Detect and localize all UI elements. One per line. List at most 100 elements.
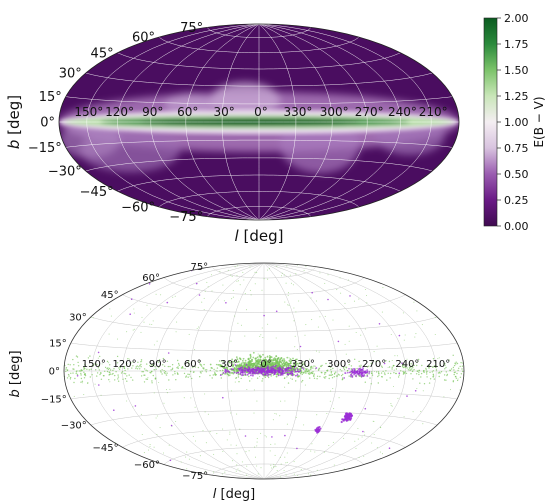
scatter-point — [355, 375, 358, 378]
scatter-point — [274, 412, 276, 415]
scatter-point — [297, 475, 299, 477]
scatter-point — [292, 284, 294, 286]
scatter-point — [373, 420, 375, 423]
scatter-point — [262, 353, 264, 356]
scatter-point — [335, 371, 337, 373]
scatter-point — [136, 368, 139, 370]
scatter-point — [289, 358, 292, 361]
scatter-point — [135, 367, 137, 370]
scatter-point — [351, 372, 353, 374]
top-y-axis-label: b [deg] — [5, 95, 23, 149]
scatter-point — [381, 366, 383, 368]
scatter-point — [183, 397, 185, 399]
colorbar-gradient — [483, 17, 498, 227]
scatter-point — [254, 456, 257, 458]
scatter-point — [194, 366, 197, 368]
scatter-point — [285, 282, 287, 284]
scatter-point — [391, 366, 393, 368]
scatter-point — [364, 434, 366, 436]
scatter-point — [244, 435, 247, 437]
scatter-point — [289, 370, 292, 373]
scatter-point — [210, 274, 213, 276]
scatter-point — [255, 361, 257, 364]
scatter-point — [364, 381, 366, 383]
scatter-point — [281, 272, 283, 274]
scatter-point — [176, 372, 179, 374]
scatter-point — [256, 368, 258, 371]
scatter-point — [416, 364, 418, 367]
scatter-point — [220, 365, 223, 368]
scatter-point — [222, 428, 224, 430]
scatter-point — [347, 371, 349, 374]
scatter-point — [288, 363, 291, 365]
scatter-point — [236, 275, 238, 277]
scatter-point — [257, 473, 259, 475]
scatter-point — [76, 375, 79, 377]
scatter-point — [326, 412, 328, 415]
scatter-point — [94, 383, 96, 385]
scatter-point — [401, 362, 403, 365]
scatter-point — [76, 373, 79, 376]
scatter-point — [187, 376, 189, 378]
scatter-point — [290, 360, 293, 363]
scatter-point — [348, 371, 351, 374]
latitude-tick-label: 45° — [101, 290, 119, 301]
scatter-point — [312, 367, 314, 369]
scatter-point — [263, 314, 265, 317]
scatter-point — [283, 274, 285, 276]
scatter-point — [387, 366, 389, 368]
scatter-point — [313, 377, 316, 379]
scatter-point — [220, 360, 223, 362]
scatter-point — [299, 370, 302, 372]
scatter-point — [284, 456, 286, 458]
scatter-point — [316, 378, 318, 380]
scatter-point — [261, 370, 263, 373]
scatter-point — [273, 466, 275, 468]
scatter-point — [235, 370, 238, 373]
scatter-point — [171, 364, 174, 366]
scatter-point — [291, 378, 293, 380]
scatter-point — [266, 370, 268, 373]
scatter-point — [78, 370, 81, 372]
scatter-point — [159, 427, 161, 429]
scatter-point — [225, 366, 228, 369]
scatter-point — [400, 370, 402, 372]
scatter-point — [395, 368, 398, 370]
scatter-point — [353, 373, 355, 376]
colorbar-tick-label: 1.75 — [504, 38, 529, 51]
longitude-tick-label: 270° — [355, 105, 384, 119]
scatter-point — [262, 373, 264, 376]
scatter-point — [325, 362, 327, 365]
scatter-point — [219, 369, 221, 372]
colorbar-tick-label: 0.00 — [504, 220, 529, 233]
scatter-point — [160, 294, 162, 296]
scatter-point — [387, 372, 389, 374]
scatter-point — [459, 376, 462, 378]
scatter-point — [233, 363, 235, 365]
scatter-point — [154, 365, 156, 368]
colorbar-tick-label: 1.00 — [504, 116, 529, 129]
scatter-point — [269, 373, 272, 376]
scatter-point — [237, 322, 239, 324]
scatter-point — [140, 366, 142, 368]
scatter-point — [444, 362, 446, 365]
scatter-point — [346, 370, 349, 372]
scatter-point — [287, 294, 289, 297]
scatter-point — [163, 370, 165, 372]
scatter-point — [174, 373, 176, 375]
scatter-point — [225, 302, 227, 304]
scatter-point — [235, 444, 237, 446]
scatter-point — [77, 365, 80, 367]
scatter-point — [330, 372, 332, 374]
longitude-tick-label: 150° — [74, 105, 103, 119]
scatter-point — [183, 372, 186, 375]
scatter-point — [137, 361, 139, 363]
scatter-point — [420, 372, 423, 375]
scatter-point — [143, 381, 146, 383]
scatter-point — [203, 297, 205, 299]
parallel-line — [85, 72, 433, 87]
scatter-point — [426, 376, 428, 378]
scatter-point — [73, 395, 75, 397]
scatter-point — [80, 377, 83, 380]
scatter-point — [130, 362, 132, 364]
